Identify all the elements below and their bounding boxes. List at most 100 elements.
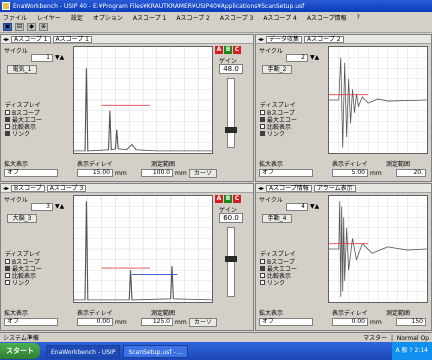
ascan-plot[interactable] [328,46,428,154]
zoom-select[interactable]: オフ [259,318,313,326]
gain-slider-knob[interactable] [225,127,237,133]
display-checkbox-1[interactable]: 最大エコー [260,264,297,273]
gain-slider-knob[interactable] [225,256,237,262]
pane-menu-arrow-icon[interactable]: ◂▸ [258,184,265,192]
range-field[interactable]: 125.0 [141,318,173,326]
cycle-spinner[interactable]: 3 [31,203,53,211]
pane-tab-secondary[interactable]: Aスコープ 3 [46,184,87,192]
display-checkbox-2[interactable]: 比較表示 [5,271,36,280]
start-button[interactable]: スタート [0,343,40,359]
display-checkbox-3[interactable]: リンク [5,278,30,287]
taskbar-item-enaworkbench[interactable]: EnaWorkbench - USIP [46,344,121,358]
ascan-plot[interactable] [328,195,428,303]
checkbox-icon[interactable] [5,131,10,136]
zoom-select[interactable]: オフ [259,169,313,177]
delay-unit: mm [115,319,127,326]
ascan-plot[interactable] [73,195,213,303]
pane-tab-primary[interactable]: データ収集 [266,35,303,43]
menu-ascope-2[interactable]: Aスコープ 2 [176,14,210,22]
range-field[interactable]: 150 [396,318,426,326]
pane-menu-arrow-icon[interactable]: ◂▸ [258,35,265,43]
checkbox-icon[interactable] [5,117,10,122]
pane-tab-secondary[interactable]: Aスコープ 1 [52,35,92,43]
mode-button[interactable]: 手動_2 [262,65,292,74]
delay-field[interactable]: 0.00 [332,318,368,326]
range-field[interactable]: 20. [396,169,426,177]
menu-file[interactable]: ファイル [3,14,28,22]
gain-slider[interactable] [225,78,237,148]
checkbox-icon[interactable] [260,117,265,122]
cycle-arrows-icon[interactable]: ▼▲ [310,203,320,210]
checkbox-icon[interactable] [260,259,265,264]
checkbox-icon[interactable] [260,280,265,285]
mode-button[interactable]: 手動_4 [262,214,292,223]
taskbar-item-scansetup[interactable]: ScanSetup.usf - ... [123,344,189,358]
checkbox-icon[interactable] [5,259,10,264]
checkbox-icon[interactable] [5,110,10,115]
pane-tab-secondary[interactable]: アラーム表示 [313,184,356,192]
cursor-mode-select[interactable]: カーソ [189,318,217,327]
delay-field[interactable]: 5.00 [332,169,368,177]
layout-icon[interactable]: ⊟ [15,23,24,31]
display-checkbox-2[interactable]: 比較表示 [5,122,36,131]
menu-ascope-1[interactable]: Aスコープ 1 [132,14,167,22]
pane-tab-secondary[interactable]: Aスコープ 2 [304,35,344,43]
checkbox-icon[interactable] [260,131,265,136]
menu-ascope-3[interactable]: Aスコープ 3 [219,14,254,22]
checkbox-icon[interactable] [5,280,10,285]
range-field[interactable]: 100.0 [141,169,173,177]
cycle-spinner[interactable]: 1 [31,54,53,62]
checkbox-icon[interactable] [260,266,265,271]
alarm-led-2: C [233,195,241,203]
checkbox-icon[interactable] [260,273,265,278]
display-checkbox-0[interactable]: Bスコープ [5,257,40,266]
checkbox-icon[interactable] [5,266,10,271]
checkbox-icon[interactable] [5,273,10,278]
checkbox-icon[interactable] [5,124,10,129]
gain-value[interactable]: 60.0 [219,213,243,223]
cycle-arrows-icon[interactable]: ▼▲ [310,54,320,61]
display-checkbox-2[interactable]: 比較表示 [260,271,291,280]
cursor-mode-select[interactable]: カーソ [189,169,217,178]
delay-field[interactable]: 15.00 [77,169,113,177]
display-checkbox-0[interactable]: Bスコープ [260,257,295,266]
menu-layer[interactable]: レイヤー [37,14,61,22]
cycle-spinner[interactable]: 2 [286,54,308,62]
cycle-spinner[interactable]: 4 [286,203,308,211]
mode-button[interactable]: 電気_1 [7,65,37,74]
gain-slider[interactable] [225,227,237,297]
menu-settings[interactable]: 設定 [70,14,83,22]
display-checkbox-3[interactable]: リンク [260,129,285,138]
display-checkbox-1[interactable]: 最大エコー [5,264,42,273]
settings-icon[interactable]: ⊕ [39,23,48,31]
menu-help[interactable]: ? [356,13,360,21]
pane-tab-primary[interactable]: Aスコープ情報 [266,184,312,192]
delay-field[interactable]: 0.00 [77,318,113,326]
display-checkbox-0[interactable]: Bスコープ [260,108,295,117]
display-checkbox-3[interactable]: リンク [5,129,30,138]
gain-value[interactable]: 48.0 [219,64,243,74]
display-checkbox-1[interactable]: 最大エコー [5,115,42,124]
display-checkbox-0[interactable]: Bスコープ [5,108,40,117]
pane-menu-arrow-icon[interactable]: ◂▸ [3,35,10,43]
menu-ascope-info[interactable]: Aスコープ情報 [306,14,347,22]
marker-icon[interactable]: ◆ [27,23,36,31]
cycle-arrows-icon[interactable]: ▼▲ [55,203,65,210]
checkbox-icon[interactable] [260,110,265,115]
cycle-arrows-icon[interactable]: ▼▲ [55,54,65,61]
mode-button[interactable]: 大脳_3 [7,214,37,223]
save-icon[interactable]: ▣ [3,23,12,31]
ascan-plot[interactable] [73,46,213,154]
zoom-select[interactable]: オフ [4,318,58,326]
checkbox-icon[interactable] [260,124,265,129]
zoom-select[interactable]: オフ [4,169,58,177]
menu-options[interactable]: オプション [92,14,123,22]
pane-menu-arrow-icon[interactable]: ◂▸ [3,184,10,192]
display-checkbox-3[interactable]: リンク [260,278,285,287]
pane-tab-primary[interactable]: Bスコープ [11,184,45,192]
pane-tab-primary[interactable]: Aスコープ 1 [11,35,51,43]
display-checkbox-1[interactable]: 最大エコー [260,115,297,124]
display-checkbox-2[interactable]: 比較表示 [260,122,291,131]
pane-header: ◂▸ Aスコープ情報 アラーム表示 [256,184,431,193]
menu-ascope-4[interactable]: Aスコープ 4 [263,14,297,22]
